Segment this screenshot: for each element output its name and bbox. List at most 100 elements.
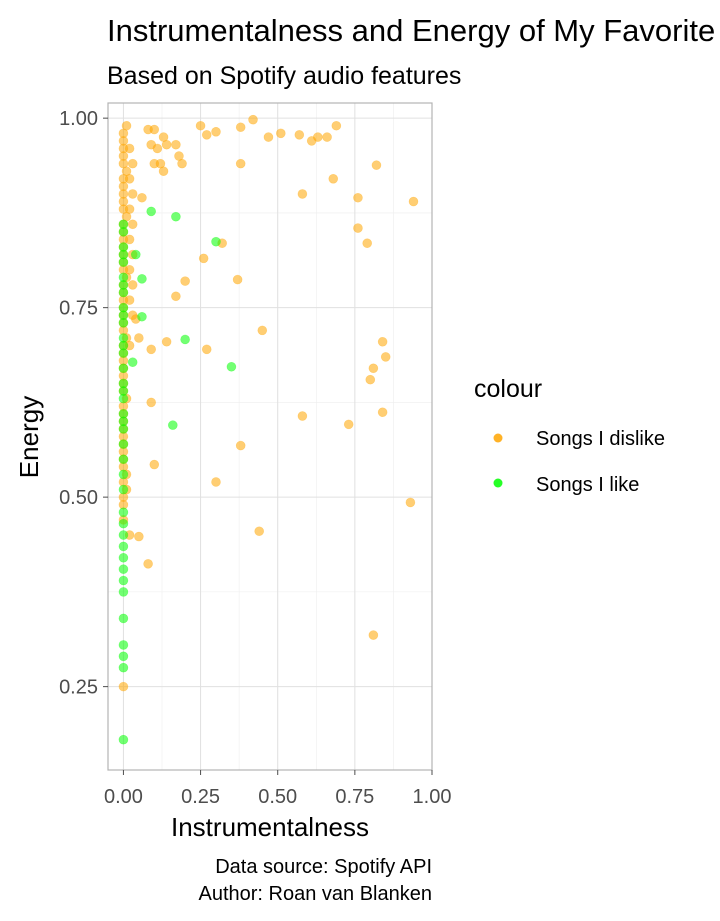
point-dislike-11 xyxy=(331,120,342,131)
point-like-19 xyxy=(118,363,129,374)
point-dislike-43 xyxy=(380,352,391,362)
point-dislike-57 xyxy=(143,559,153,569)
point-dislike-10 xyxy=(322,132,332,142)
point-dislike-88 xyxy=(127,158,138,169)
point-dislike-44 xyxy=(368,363,379,374)
axis-ticks: 0.00 0.25 0.50 0.75 1.00 0.25 0.50 0.75 1.00 xyxy=(59,108,451,808)
point-dislike-23 xyxy=(161,139,172,150)
point-dislike-34 xyxy=(198,253,209,264)
point-dislike-39 xyxy=(201,344,212,355)
point-dislike-46 xyxy=(377,407,388,418)
point-like-32 xyxy=(118,552,129,563)
legend-title: colour xyxy=(474,375,542,403)
point-like-47 xyxy=(118,416,129,427)
point-dislike-100 xyxy=(134,333,144,343)
chart-subtitle: Based on Spotify audio features xyxy=(107,62,461,90)
point-like-36 xyxy=(118,613,129,624)
point-dislike-47 xyxy=(343,419,354,430)
point-dislike-2 xyxy=(211,127,221,137)
point-dislike-105 xyxy=(118,173,129,184)
point-like-39 xyxy=(118,662,129,673)
point-dislike-21 xyxy=(149,124,160,135)
point-dislike-31 xyxy=(158,166,169,177)
x-axis-title: Instrumentalness xyxy=(171,812,369,842)
point-dislike-103 xyxy=(118,143,129,154)
x-tick-label-0: 0.00 xyxy=(104,786,143,808)
point-like-40 xyxy=(118,734,129,745)
point-dislike-18 xyxy=(353,223,363,233)
point-like-6 xyxy=(180,334,190,345)
y-tick-label-1: 0.50 xyxy=(59,487,98,509)
point-like-4 xyxy=(137,274,147,284)
point-like-31 xyxy=(118,541,129,552)
point-dislike-17 xyxy=(408,196,419,207)
point-dislike-85 xyxy=(118,681,129,692)
x-tick-label-2: 0.50 xyxy=(258,786,297,808)
point-dislike-38 xyxy=(257,325,268,336)
point-dislike-40 xyxy=(161,336,172,347)
point-like-5 xyxy=(137,311,147,322)
point-dislike-19 xyxy=(362,238,373,249)
point-dislike-13 xyxy=(328,173,339,184)
point-dislike-50 xyxy=(211,477,221,487)
point-like-3 xyxy=(130,249,141,260)
point-dislike-14 xyxy=(297,189,308,199)
plot-panel xyxy=(107,102,433,771)
point-dislike-92 xyxy=(127,219,138,230)
point-dislike-102 xyxy=(118,128,129,139)
x-tick-label-3: 0.75 xyxy=(335,786,374,808)
point-like-1 xyxy=(171,211,181,222)
point-like-44 xyxy=(118,310,129,321)
point-dislike-15 xyxy=(353,192,363,203)
point-dislike-1 xyxy=(201,130,212,140)
point-dislike-52 xyxy=(254,526,265,537)
y-axis-title: Energy xyxy=(14,396,44,478)
point-dislike-54 xyxy=(146,397,156,408)
chart-title: Instrumentalness and Energy of My Favori… xyxy=(107,13,720,48)
point-dislike-104 xyxy=(118,158,129,169)
point-dislike-0 xyxy=(195,120,206,131)
caption-source: Data source: Spotify API xyxy=(215,856,432,878)
legend-label-like: Songs I like xyxy=(536,474,639,496)
point-dislike-3 xyxy=(235,122,246,133)
point-dislike-36 xyxy=(232,274,243,285)
point-like-28 xyxy=(118,507,129,518)
point-like-24 xyxy=(118,439,129,449)
point-like-30 xyxy=(118,530,129,540)
point-like-9 xyxy=(127,357,138,368)
point-like-7 xyxy=(226,361,237,372)
point-dislike-90 xyxy=(127,189,138,199)
legend-label-dislike: Songs I dislike xyxy=(536,428,665,450)
point-dislike-26 xyxy=(171,139,181,150)
point-dislike-96 xyxy=(127,280,138,290)
y-tick-label-0: 0.25 xyxy=(59,677,98,699)
point-dislike-12 xyxy=(235,158,246,169)
point-dislike-37 xyxy=(171,291,181,302)
point-dislike-41 xyxy=(146,344,156,355)
grid xyxy=(108,103,433,770)
point-like-8 xyxy=(168,420,178,430)
point-dislike-16 xyxy=(371,160,382,170)
y-tick-label-3: 1.00 xyxy=(59,108,98,130)
point-dislike-49 xyxy=(235,440,246,451)
point-dislike-106 xyxy=(118,189,129,199)
point-like-43 xyxy=(118,280,129,290)
point-dislike-42 xyxy=(377,336,388,347)
point-dislike-6 xyxy=(275,128,286,139)
point-dislike-55 xyxy=(149,459,160,470)
point-dislike-45 xyxy=(365,374,376,385)
point-dislike-7 xyxy=(294,130,305,140)
point-like-42 xyxy=(118,249,129,260)
point-like-41 xyxy=(118,219,129,230)
point-like-27 xyxy=(118,484,129,495)
point-dislike-35 xyxy=(180,276,190,286)
point-dislike-32 xyxy=(137,192,147,203)
point-dislike-56 xyxy=(134,531,144,542)
point-like-34 xyxy=(118,575,129,586)
point-dislike-5 xyxy=(263,132,274,142)
x-tick-label-4: 1.00 xyxy=(413,786,452,808)
point-dislike-9 xyxy=(313,132,323,142)
point-like-26 xyxy=(118,469,129,480)
point-like-33 xyxy=(118,564,129,574)
